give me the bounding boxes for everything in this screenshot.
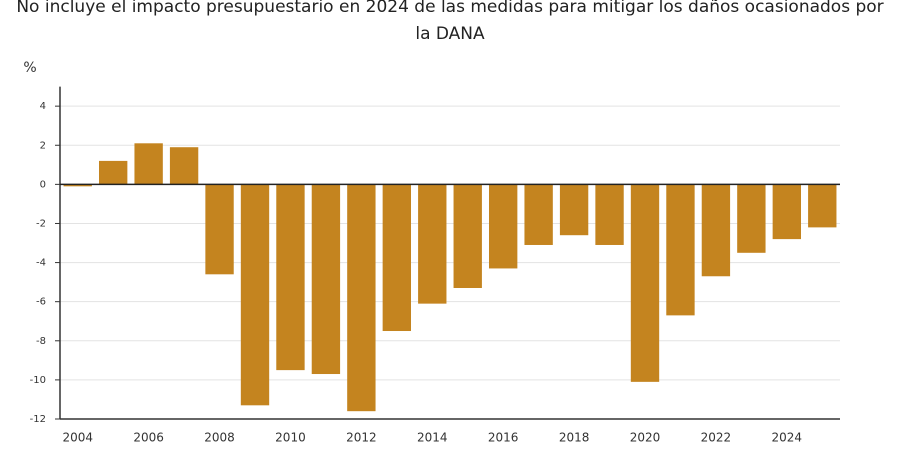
bar	[240, 184, 270, 406]
y-axis-label: %	[23, 60, 36, 76]
bar	[808, 184, 837, 228]
y-tick-label: -12	[30, 414, 46, 425]
x-tick-label: 2020	[630, 431, 661, 445]
y-tick-label: -8	[36, 336, 46, 347]
y-tick-label: -10	[30, 375, 46, 386]
bar	[347, 184, 376, 412]
bar	[737, 184, 766, 253]
bar	[382, 184, 411, 332]
x-tick-label: 2024	[772, 431, 803, 445]
x-tick-label: 2010	[275, 431, 306, 445]
x-tick-label: 2016	[488, 431, 519, 445]
bar	[169, 147, 199, 185]
bar	[134, 143, 163, 185]
bar	[701, 184, 731, 277]
y-tick-label: 2	[40, 140, 46, 151]
bar	[418, 184, 447, 304]
y-tick-label: -2	[36, 218, 46, 229]
bar	[205, 184, 234, 275]
bar	[276, 184, 305, 371]
bar	[595, 184, 624, 245]
bar	[311, 184, 341, 375]
x-tick-label: 2012	[346, 431, 377, 445]
y-tick-label: 0	[40, 179, 46, 190]
x-tick-label: 2006	[133, 431, 164, 445]
y-tick-label: -6	[36, 297, 46, 308]
bar	[99, 160, 128, 185]
bar	[559, 184, 589, 236]
x-tick-label: 2022	[701, 431, 732, 445]
x-tick-label: 2018	[559, 431, 590, 445]
y-tick-label: -4	[36, 258, 46, 269]
bar	[63, 184, 92, 187]
bar	[772, 184, 801, 240]
x-tick-label: 2004	[62, 431, 93, 445]
bar	[489, 184, 518, 269]
x-tick-label: 2014	[417, 431, 448, 445]
bar	[524, 184, 553, 245]
bar	[630, 184, 660, 382]
bar	[666, 184, 695, 316]
y-tick-label: 4	[40, 101, 46, 112]
x-tick-label: 2008	[204, 431, 235, 445]
bar	[453, 184, 482, 288]
chart-title: No incluye el impacto presupuestario en …	[16, 0, 884, 44]
